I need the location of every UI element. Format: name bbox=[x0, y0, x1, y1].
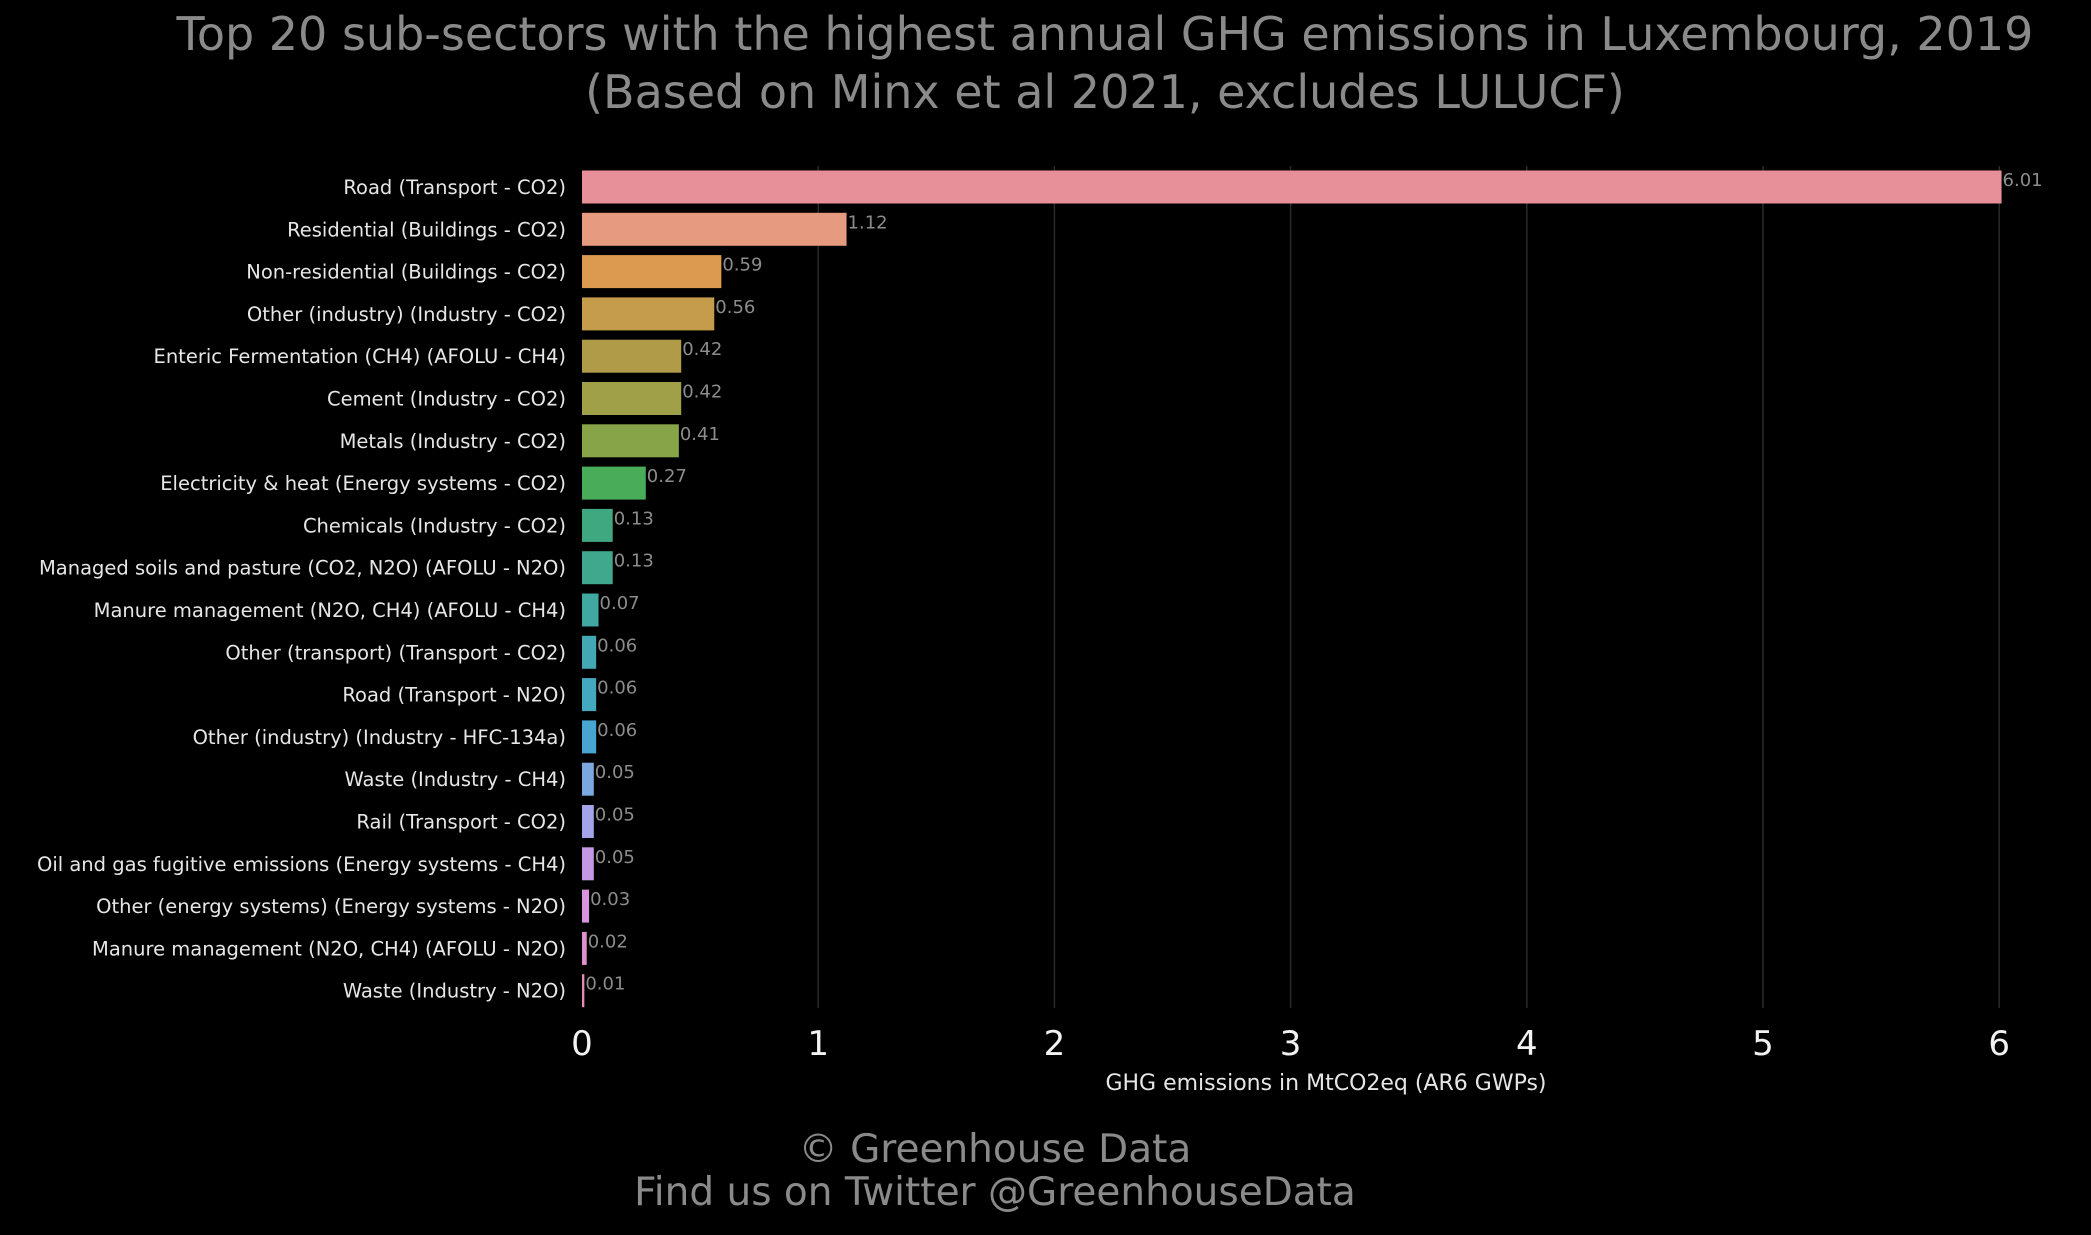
bar-20 bbox=[582, 974, 585, 1008]
value-label-5: 0.42 bbox=[682, 339, 722, 360]
category-label-8: Electricity & heat (Energy systems - CO2… bbox=[160, 472, 566, 495]
footer-copyright: © Greenhouse Data bbox=[799, 1127, 1192, 1172]
value-label-17: 0.05 bbox=[595, 847, 635, 868]
bar-9 bbox=[582, 508, 613, 542]
category-label-6: Cement (Industry - CO2) bbox=[327, 388, 566, 411]
x-tick-labels: 0 1 2 3 4 5 6 bbox=[571, 1024, 2010, 1064]
value-label-10: 0.13 bbox=[614, 551, 654, 572]
value-label-13: 0.06 bbox=[597, 678, 637, 699]
value-labels: 6.01 1.12 0.59 0.56 0.42 0.42 0.41 0.27 0.13 0.13… bbox=[585, 170, 2042, 995]
chart-title: Top 20 sub-sectors with the highest annu… bbox=[176, 7, 2034, 61]
category-label-19: Manure management (N2O, CH4) (AFOLU - N2… bbox=[92, 937, 566, 960]
category-label-17: Oil and gas fugitive emissions (Energy s… bbox=[37, 853, 566, 876]
bar-5 bbox=[582, 339, 682, 373]
bars bbox=[582, 170, 2002, 1008]
x-axis-label: GHG emissions in MtCO2eq (AR6 GWPs) bbox=[1105, 1071, 1546, 1096]
value-label-9: 0.13 bbox=[614, 508, 654, 529]
gridlines bbox=[817, 166, 2000, 1008]
category-label-15: Waste (Industry - CH4) bbox=[344, 768, 566, 791]
x-tick-label-1: 1 bbox=[807, 1024, 829, 1064]
value-label-12: 0.06 bbox=[597, 635, 637, 656]
x-tick-label-2: 2 bbox=[1044, 1024, 1066, 1064]
category-label-16: Rail (Transport - CO2) bbox=[356, 811, 566, 834]
bar-16 bbox=[582, 805, 594, 838]
x-tick-label-6: 6 bbox=[1988, 1024, 2010, 1064]
category-label-13: Road (Transport - N2O) bbox=[342, 684, 566, 707]
value-label-2: 1.12 bbox=[848, 212, 888, 233]
chart-subtitle: (Based on Minx et al 2021, excludes LULU… bbox=[585, 65, 1625, 119]
bar-14 bbox=[582, 720, 597, 754]
category-label-3: Non-residential (Buildings - CO2) bbox=[246, 261, 566, 284]
x-tick-label-0: 0 bbox=[571, 1024, 593, 1064]
bar-11 bbox=[582, 593, 599, 627]
footer-twitter: Find us on Twitter @GreenhouseData bbox=[634, 1170, 1356, 1215]
category-label-1: Road (Transport - CO2) bbox=[343, 176, 566, 199]
value-label-6: 0.42 bbox=[682, 382, 722, 403]
value-label-20: 0.01 bbox=[585, 974, 625, 995]
value-label-16: 0.05 bbox=[595, 805, 635, 826]
category-label-4: Other (industry) (Industry - CO2) bbox=[247, 303, 566, 326]
bar-17 bbox=[582, 847, 594, 881]
category-label-18: Other (energy systems) (Energy systems -… bbox=[96, 895, 566, 918]
bar-6 bbox=[582, 382, 682, 415]
value-label-1: 6.01 bbox=[2003, 170, 2043, 191]
bar-12 bbox=[582, 635, 597, 669]
category-label-14: Other (industry) (Industry - HFC-134a) bbox=[193, 726, 566, 749]
value-label-7: 0.41 bbox=[680, 424, 720, 445]
x-tick-label-4: 4 bbox=[1516, 1024, 1538, 1064]
value-label-4: 0.56 bbox=[715, 297, 755, 318]
x-tick-label-5: 5 bbox=[1752, 1024, 1774, 1064]
category-label-9: Chemicals (Industry - CO2) bbox=[303, 514, 566, 537]
category-label-2: Residential (Buildings - CO2) bbox=[287, 218, 566, 241]
value-label-3: 0.59 bbox=[722, 255, 762, 276]
bar-18 bbox=[582, 889, 590, 923]
bar-7 bbox=[582, 424, 679, 458]
value-label-14: 0.06 bbox=[597, 720, 637, 741]
category-label-11: Manure management (N2O, CH4) (AFOLU - CH… bbox=[94, 599, 566, 622]
bar-13 bbox=[582, 678, 597, 712]
bar-19 bbox=[582, 931, 587, 965]
bar-2 bbox=[582, 212, 847, 246]
bar-1 bbox=[582, 170, 2002, 204]
value-label-11: 0.07 bbox=[600, 593, 640, 614]
category-label-7: Metals (Industry - CO2) bbox=[340, 430, 566, 453]
value-label-19: 0.02 bbox=[588, 931, 628, 952]
bar-8 bbox=[582, 466, 646, 500]
value-label-18: 0.03 bbox=[590, 889, 630, 910]
bar-15 bbox=[582, 762, 594, 796]
bar-4 bbox=[582, 297, 715, 331]
category-labels: Road (Transport - CO2) Residential (Build… bbox=[37, 176, 566, 1003]
category-label-5: Enteric Fermentation (CH4) (AFOLU - CH4) bbox=[154, 345, 567, 368]
value-label-15: 0.05 bbox=[595, 762, 635, 783]
bar-10 bbox=[582, 551, 613, 585]
bar-3 bbox=[582, 255, 722, 289]
category-label-20: Waste (Industry - N2O) bbox=[343, 980, 566, 1003]
x-tick-label-3: 3 bbox=[1280, 1024, 1302, 1064]
category-label-12: Other (transport) (Transport - CO2) bbox=[225, 641, 566, 664]
category-label-10: Managed soils and pasture (CO2, N2O) (AF… bbox=[39, 557, 566, 580]
value-label-8: 0.27 bbox=[647, 466, 687, 487]
